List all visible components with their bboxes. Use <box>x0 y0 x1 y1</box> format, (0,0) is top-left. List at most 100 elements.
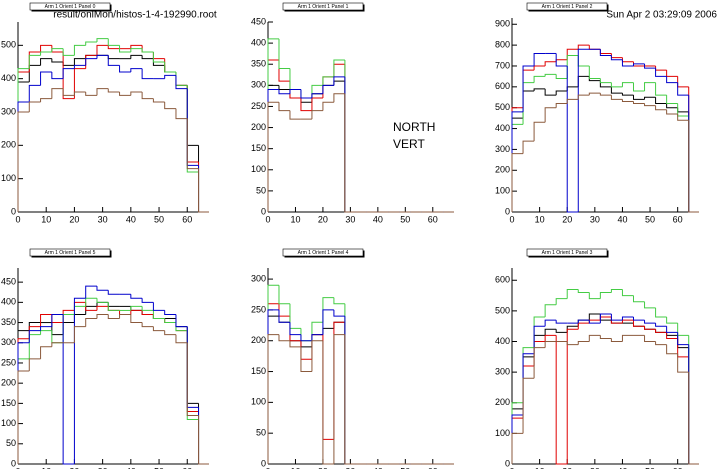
hist-bin <box>300 340 312 360</box>
hist-bin <box>344 322 356 465</box>
hist-bin <box>522 347 535 403</box>
hist-bin <box>544 88 557 96</box>
hist-bin <box>533 121 546 142</box>
hist-bin <box>130 54 143 59</box>
hist-bin <box>267 38 279 212</box>
hist-bin <box>577 341 590 345</box>
x-tick-label: 30 <box>98 214 108 224</box>
hist-bin <box>677 323 689 336</box>
hist-bin <box>107 302 120 307</box>
hist-bin <box>300 328 312 342</box>
hist-bin <box>164 310 176 315</box>
hist-bin <box>655 97 667 105</box>
hist-bin <box>107 314 120 320</box>
x-tick-label: 10 <box>290 466 300 469</box>
title-box <box>29 248 111 257</box>
hist-bin <box>164 74 176 79</box>
hist-bin <box>73 326 86 343</box>
hist-bin <box>300 89 312 99</box>
hist-bin <box>40 326 52 331</box>
y-tick-label: 0 <box>505 206 510 216</box>
y-tick-label: 800 <box>495 39 510 49</box>
hist-bin <box>17 338 30 464</box>
y-tick-label: 700 <box>495 60 510 70</box>
y-tick-label: 150 <box>251 143 266 153</box>
hist-bin <box>322 340 334 465</box>
y-tick-label: 150 <box>1 398 16 408</box>
x-tick-label: 60 <box>673 214 683 224</box>
hist-bin <box>73 297 86 464</box>
hist-bin <box>511 107 524 212</box>
timestamp: Sun Apr 2 03:29:09 2006 <box>606 10 717 21</box>
hist-bin <box>333 59 345 77</box>
x-tick-label: 0 <box>265 466 270 469</box>
hist-bin <box>533 75 546 83</box>
hist-bin <box>566 48 579 60</box>
hist-bin <box>666 76 678 84</box>
hist-bin <box>51 58 64 63</box>
hist-bin <box>267 284 279 464</box>
file-name: result/onlMon/histos-1-4-192990.root <box>53 10 217 21</box>
hist-bin <box>544 61 557 66</box>
y-tick-label: 400 <box>1 73 16 83</box>
hist-bin <box>555 103 568 108</box>
hist-bin <box>577 94 590 100</box>
y-tick-label: 600 <box>495 275 510 285</box>
y-tick-label: 250 <box>1 357 16 367</box>
hist-bin <box>621 59 634 67</box>
hist-bin <box>28 358 41 372</box>
hist-bin <box>164 102 176 110</box>
hist-bin <box>533 347 546 379</box>
hist-bin <box>130 306 143 311</box>
y-tick-label: 450 <box>251 16 266 26</box>
hist-bin <box>164 62 176 73</box>
hist-bin <box>73 64 86 69</box>
hist-bin <box>333 309 345 317</box>
hist-bin <box>175 72 188 86</box>
hist-bin <box>62 68 75 79</box>
hist-bin <box>186 85 199 163</box>
hist-bin <box>186 330 199 421</box>
hist-bin <box>511 414 524 464</box>
y-tick-label: 200 <box>495 165 510 175</box>
hist-bin <box>677 76 689 88</box>
y-tick-label: 100 <box>495 428 510 438</box>
hist-bin <box>577 44 590 50</box>
hist-bin <box>198 172 209 213</box>
hist-bin <box>198 419 209 465</box>
y-tick-label: 200 <box>251 122 266 132</box>
hist-bin <box>73 305 86 315</box>
hist-bin <box>621 334 634 342</box>
hist-bin <box>688 372 699 465</box>
hist-bin <box>610 53 623 59</box>
hist-bin <box>555 59 568 62</box>
hist-bin <box>688 86 699 213</box>
hist-bin <box>300 334 312 342</box>
hist-bin <box>588 45 601 50</box>
x-tick-label: 60 <box>428 214 438 224</box>
hist-bin <box>555 298 568 305</box>
hist-bin <box>289 303 301 329</box>
hist-bin <box>96 301 109 307</box>
hist-bin <box>644 82 656 92</box>
hist-bin <box>577 55 590 67</box>
hist-bin <box>73 313 86 323</box>
y-tick-label: 250 <box>251 304 266 314</box>
hist-bin <box>141 92 154 100</box>
hist-bin <box>152 326 165 332</box>
hist-bin <box>28 326 41 339</box>
hist-bin <box>555 329 568 333</box>
hist-bin <box>666 70 678 77</box>
hist-bin <box>51 314 64 324</box>
hist-bin <box>322 101 334 111</box>
y-tick-label: 0 <box>11 206 16 216</box>
hist-bin <box>621 57 634 63</box>
hist-bin <box>96 38 109 42</box>
hist-bin <box>544 319 557 327</box>
hist-bin <box>511 432 524 464</box>
hist-bin <box>175 108 188 120</box>
x-tick-label: 30 <box>590 466 600 469</box>
hist-bin <box>688 120 699 213</box>
hist-bin <box>333 297 345 305</box>
